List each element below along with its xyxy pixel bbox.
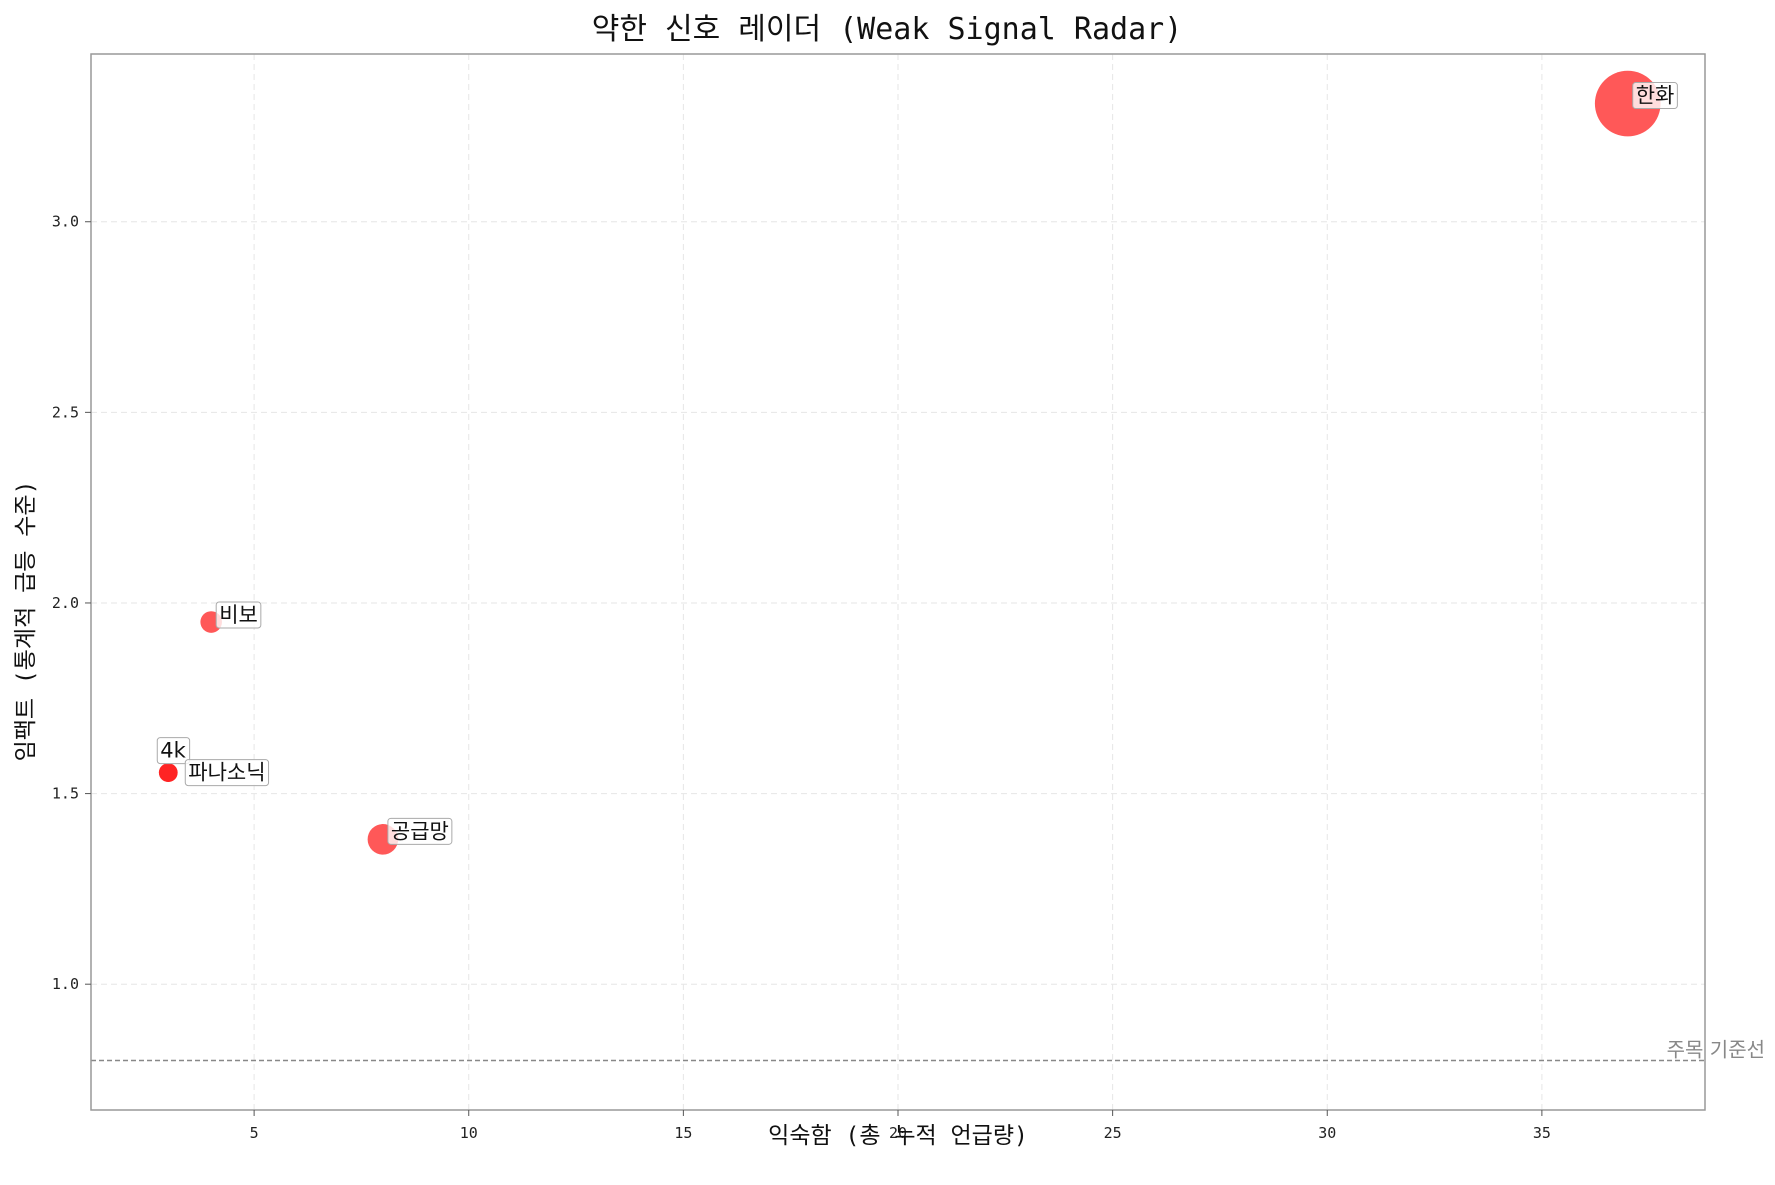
point-label: 4k [160, 739, 186, 763]
x-tick-label: 20 [889, 1124, 907, 1142]
y-tick-label: 2.5 [52, 403, 79, 421]
x-tick-label: 25 [1104, 1124, 1122, 1142]
point-label-group: 공급망 [387, 817, 453, 845]
data-points [158, 70, 1661, 855]
x-axis-label: 익숙함 (총 누적 언급량) [768, 1123, 1028, 1149]
point-label-group: 파나소닉 [184, 759, 270, 787]
y-tick-label: 2.0 [52, 594, 79, 612]
point-label: 파나소닉 [188, 761, 265, 785]
point-label-box [215, 601, 262, 629]
x-tick-label: 35 [1533, 1124, 1551, 1142]
axis-ticks: 5 10 15 20 25 30 35 1.0 1.5 2.0 2.5 3.0 [52, 213, 1551, 1142]
x-tick-label: 30 [1318, 1124, 1336, 1142]
y-axis-label: 임팩트 (통계적 급등 수준) [13, 481, 39, 762]
point-label-box [387, 817, 453, 845]
x-tick-label: 10 [460, 1124, 478, 1142]
point-label: 비보 [219, 603, 258, 627]
x-tick-label: 15 [674, 1124, 692, 1142]
y-tick-label: 1.5 [52, 785, 79, 803]
point-label-box [1632, 82, 1678, 110]
point-label-box [184, 759, 270, 787]
plot-area [90, 53, 1706, 1111]
point-label: 공급망 [391, 819, 449, 843]
point-label-group: 비보 [215, 601, 262, 629]
data-point [158, 763, 178, 782]
x-tick-label: 5 [250, 1124, 259, 1142]
reference-line-label: 주목 기준선 [1667, 1037, 1765, 1061]
y-tick-label: 3.0 [52, 213, 79, 231]
point-label-group: 4k [156, 737, 191, 765]
point-label-group: 한화 [1632, 82, 1678, 110]
y-tick-label: 1.0 [52, 975, 79, 993]
point-label-box [156, 737, 191, 765]
point-label: 한화 [1636, 84, 1675, 108]
grid [91, 54, 1705, 1110]
chart-title: 약한 신호 레이더 (Weak Signal Radar) [592, 12, 1183, 47]
reference-line-group: 주목 기준선 [91, 1037, 1765, 1061]
